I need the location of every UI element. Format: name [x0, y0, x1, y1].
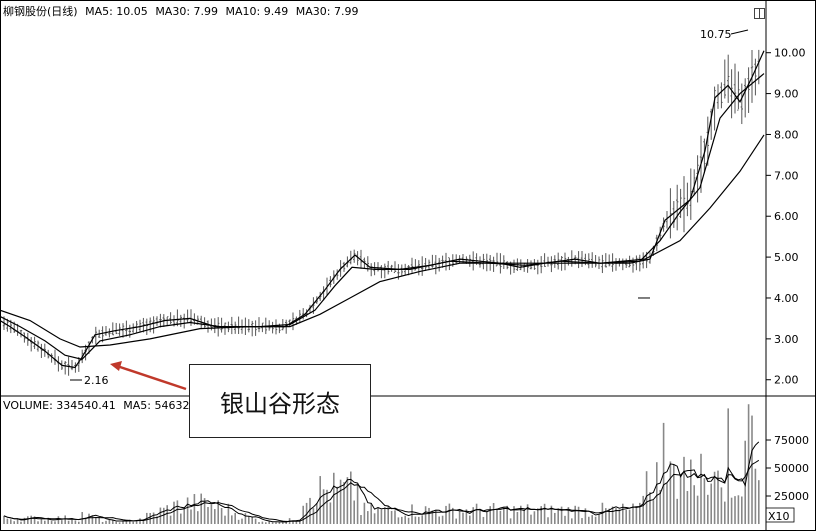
pattern-annotation-box: 银山谷形态 [189, 364, 371, 438]
price-tick-label: 9.00 [774, 88, 799, 101]
ma-slow-line [0, 134, 765, 348]
ma30-value: MA30: 7.99 [155, 5, 219, 18]
volume-ma10-line [3, 459, 760, 523]
price-tick-label: 2.00 [774, 374, 799, 387]
price-tick-label: 4.00 [774, 292, 799, 305]
volume-axis: 25000 50000 75000 [766, 434, 809, 503]
price-tick-label: 10.00 [774, 47, 806, 60]
high-price-pointer [730, 29, 749, 35]
price-panel [0, 49, 765, 376]
ma-fast-line [0, 50, 765, 369]
annotation-arrowhead [110, 361, 122, 371]
price-legend: 柳钢股份(日线) MA5: 10.05 MA30: 7.99 MA10: 9.4… [3, 3, 362, 19]
price-tick-label: 6.00 [774, 210, 799, 223]
price-tick-label: 5.00 [774, 251, 799, 264]
volume-tick-label: 50000 [774, 462, 809, 475]
ma30-value-2: MA30: 7.99 [295, 5, 359, 18]
volume-panel [3, 404, 760, 524]
ma-mid-line [0, 73, 765, 360]
pattern-annotation-text: 银山谷形态 [220, 389, 340, 418]
volume-legend: VOLUME: 334540.41 MA5: 54632 [3, 399, 193, 412]
low-price-label: 2.16 [84, 374, 109, 387]
panel-toggle-icon[interactable] [754, 8, 765, 19]
annotation-arrow [116, 364, 187, 391]
volume-scale-label: X10 [768, 510, 790, 523]
volume-ma5-value: MA5: 54632 [123, 399, 190, 412]
price-axis: 2.00 3.00 4.00 5.00 6.00 7.00 8.00 9.00 10.00 [766, 47, 806, 387]
ma5-value: MA5: 10.05 [85, 5, 148, 18]
price-tick-label: 8.00 [774, 128, 799, 141]
ma10-value: MA10: 9.49 [225, 5, 289, 18]
volume-tick-label: 75000 [774, 434, 809, 447]
price-tick-label: 7.00 [774, 169, 799, 182]
volume-tick-label: 25000 [774, 490, 809, 503]
volume-value: VOLUME: 334540.41 [3, 399, 116, 412]
price-tick-label: 3.00 [774, 333, 799, 346]
stock-name: 柳钢股份(日线) [3, 5, 78, 18]
high-price-label: 10.75 [700, 28, 732, 41]
